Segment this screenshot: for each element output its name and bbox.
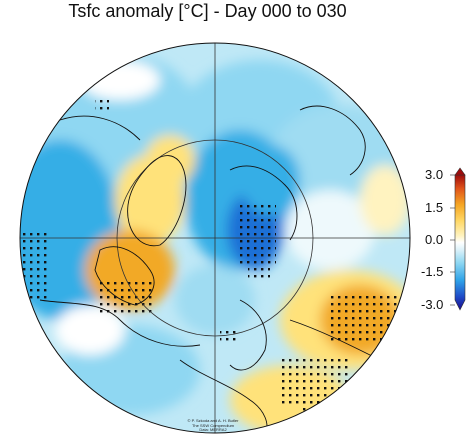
graticule [20, 43, 410, 433]
colorbar-tick-neg1.5: -1.5 [421, 264, 444, 279]
credit-line: The SSW Compendium [191, 422, 234, 428]
plot-title: Tsfc anomaly [°C] - Day 000 to 030 [68, 1, 347, 21]
colorbar-tick-neg3.0: -3.0 [421, 297, 444, 312]
colorbar-tick-1.5: 1.5 [425, 200, 444, 215]
credit-line: Data: MERRA2 [199, 427, 227, 432]
colorbar-tick-0.0: 0.0 [425, 232, 444, 247]
significance-stippling [20, 100, 400, 430]
colorbar-tick-3.0: 3.0 [425, 167, 444, 182]
credit-line: © P. Szkoda and A. H. Butler [187, 418, 239, 423]
credit-text: © P. Szkoda and A. H. Butler The SSW Com… [168, 418, 258, 433]
coastlines [39, 105, 410, 433]
